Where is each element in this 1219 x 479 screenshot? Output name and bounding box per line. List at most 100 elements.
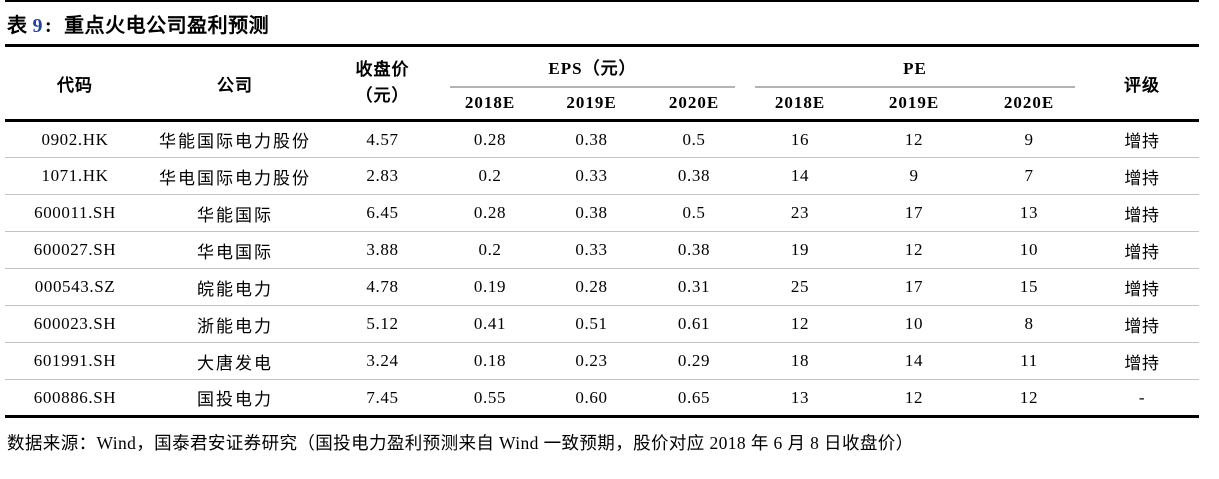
header-rating: 评级 (1085, 45, 1200, 122)
cell-eps-2020e: 0.31 (643, 268, 746, 306)
cell-eps-2020e: 0.38 (643, 231, 746, 269)
cell-company: 华电国际 (145, 231, 325, 269)
cell-pe-2018e: 25 (745, 268, 856, 306)
cell-company: 皖能电力 (145, 268, 325, 306)
cell-eps-2019e: 0.51 (540, 305, 643, 343)
cell-price: 4.57 (325, 120, 440, 158)
cell-eps-2018e: 0.28 (440, 120, 540, 158)
cell-pe-2019e: 12 (855, 120, 974, 158)
cell-code: 600023.SH (5, 305, 145, 343)
table-row: 600886.SH 国投电力 7.45 0.55 0.60 0.65 13 12… (5, 380, 1199, 417)
cell-company: 大唐发电 (145, 342, 325, 380)
header-price: 收盘价 （元） (325, 45, 440, 122)
cell-pe-2020e: 7 (973, 157, 1086, 195)
cell-pe-2019e: 9 (855, 157, 974, 195)
cell-company: 华电国际电力股份 (145, 157, 325, 195)
header-year-row: 2018E 2019E 2020E 2018E 2019E 2020E (5, 87, 1199, 122)
table-title: 表 9: 重点火电公司盈利预测 (5, 0, 1199, 44)
cell-pe-2019e: 12 (904, 387, 924, 407)
table-row: 600027.SH 华电国际 3.88 0.2 0.33 0.38 19 12 … (5, 231, 1200, 269)
cell-pe-2019e: 14 (855, 342, 974, 380)
header-pe-2020e: 2020E (973, 87, 1086, 122)
header-eps-2019e: 2019E (540, 87, 643, 122)
table-title-prefix: 表 (7, 15, 28, 37)
cell-eps-2020e: 0.38 (643, 157, 746, 195)
cell-pe-2020e: 8 (973, 305, 1086, 343)
cell-company: 华能国际电力股份 (145, 120, 325, 158)
cell-price: 5.12 (325, 305, 440, 343)
table-row: 601991.SH 大唐发电 3.24 0.18 0.23 0.29 18 14… (5, 342, 1200, 380)
cell-eps-2019e: 0.23 (540, 342, 643, 380)
eps-group-underline (450, 85, 736, 88)
cell-eps-2019e: 0.60 (575, 387, 608, 407)
table-row: 000543.SZ 皖能电力 4.78 0.19 0.28 0.31 25 17… (5, 268, 1200, 306)
cell-code: 600027.SH (5, 231, 145, 269)
cell-price: 7.45 (366, 387, 399, 407)
header-price-line1: 收盘价 (355, 59, 410, 79)
cell-eps-2019e: 0.38 (540, 120, 643, 158)
table-title-colon: : (45, 15, 53, 37)
cell-rating: 增持 (1085, 194, 1200, 232)
cell-pe-2019e: 17 (855, 194, 974, 232)
cell-eps-2018e: 0.19 (440, 268, 540, 306)
cell-pe-2020e: 10 (973, 231, 1086, 269)
cell-rating: 增持 (1085, 120, 1200, 158)
cell-eps-2018e: 0.2 (440, 157, 540, 195)
cell-eps-2020e: 0.65 (677, 387, 711, 407)
cell-pe-2018e: 18 (745, 342, 856, 380)
cell-rating: 增持 (1085, 305, 1200, 343)
cell-company: 浙能电力 (145, 305, 325, 343)
cell-code: 601991.SH (5, 342, 145, 380)
cell-eps-2019e: 0.38 (540, 194, 643, 232)
cell-company: 国投电力 (197, 390, 273, 409)
header-pe-group-label: PE (903, 58, 927, 78)
cell-rating: - (1138, 387, 1146, 407)
cell-pe-2020e: 12 (1019, 387, 1039, 407)
header-group-row: 代码 公司 收盘价 （元） EPS（元） PE 评级 (5, 45, 1200, 122)
cell-eps-2018e: 0.55 (473, 387, 507, 407)
cell-code: 000543.SZ (5, 268, 145, 306)
pe-group-underline (755, 85, 1076, 88)
cell-rating: 增持 (1085, 157, 1200, 195)
header-pe-2019e: 2019E (855, 87, 974, 122)
data-source-note: 数据来源：Wind，国泰君安证券研究（国投电力盈利预测来自 Wind 一致预期，… (7, 433, 914, 453)
table-row: 600023.SH 浙能电力 5.12 0.41 0.51 0.61 12 10… (5, 305, 1200, 343)
header-company: 公司 (145, 45, 325, 122)
cell-price: 2.83 (325, 157, 440, 195)
header-eps-2018e: 2018E (440, 87, 540, 122)
table-row: 1071.HK 华电国际电力股份 2.83 0.2 0.33 0.38 14 9… (5, 157, 1200, 195)
cell-pe-2019e: 12 (855, 231, 974, 269)
cell-code: 0902.HK (5, 120, 145, 158)
cell-pe-2018e: 19 (745, 231, 856, 269)
cell-code: 600886.SH (33, 387, 117, 407)
table-title-text: 重点火电公司盈利预测 (64, 15, 270, 37)
header-eps-group-label: EPS（元） (548, 58, 637, 78)
cell-pe-2018e: 16 (745, 120, 856, 158)
cell-pe-2020e: 9 (973, 120, 1086, 158)
cell-eps-2018e: 0.28 (440, 194, 540, 232)
cell-pe-2018e: 23 (745, 194, 856, 232)
cell-eps-2018e: 0.2 (440, 231, 540, 269)
cell-rating: 增持 (1085, 342, 1200, 380)
cell-code: 1071.HK (5, 157, 145, 195)
cell-eps-2019e: 0.33 (540, 157, 643, 195)
cell-pe-2020e: 11 (973, 342, 1086, 380)
cell-eps-2018e: 0.18 (440, 342, 540, 380)
header-price-line2: （元） (355, 86, 410, 105)
cell-eps-2020e: 0.5 (643, 120, 746, 158)
profit-forecast-table: 代码 公司 收盘价 （元） EPS（元） PE 评级 2018E 2019E (5, 44, 1200, 418)
cell-rating: 增持 (1085, 268, 1200, 306)
cell-price: 3.24 (325, 342, 440, 380)
header-pe-group: PE (745, 46, 1085, 88)
cell-price: 4.78 (325, 268, 440, 306)
table-number: 9 (32, 15, 43, 37)
header-eps-group: EPS（元） (440, 46, 745, 88)
cell-pe-2019e: 17 (855, 268, 974, 306)
table-row: 600011.SH 华能国际 6.45 0.28 0.38 0.5 23 17 … (5, 194, 1200, 232)
cell-pe-2019e: 10 (855, 305, 974, 343)
cell-pe-2020e: 15 (973, 268, 1086, 306)
cell-eps-2019e: 0.33 (540, 231, 643, 269)
header-pe-2018e: 2018E (745, 87, 856, 122)
cell-eps-2020e: 0.5 (643, 194, 746, 232)
